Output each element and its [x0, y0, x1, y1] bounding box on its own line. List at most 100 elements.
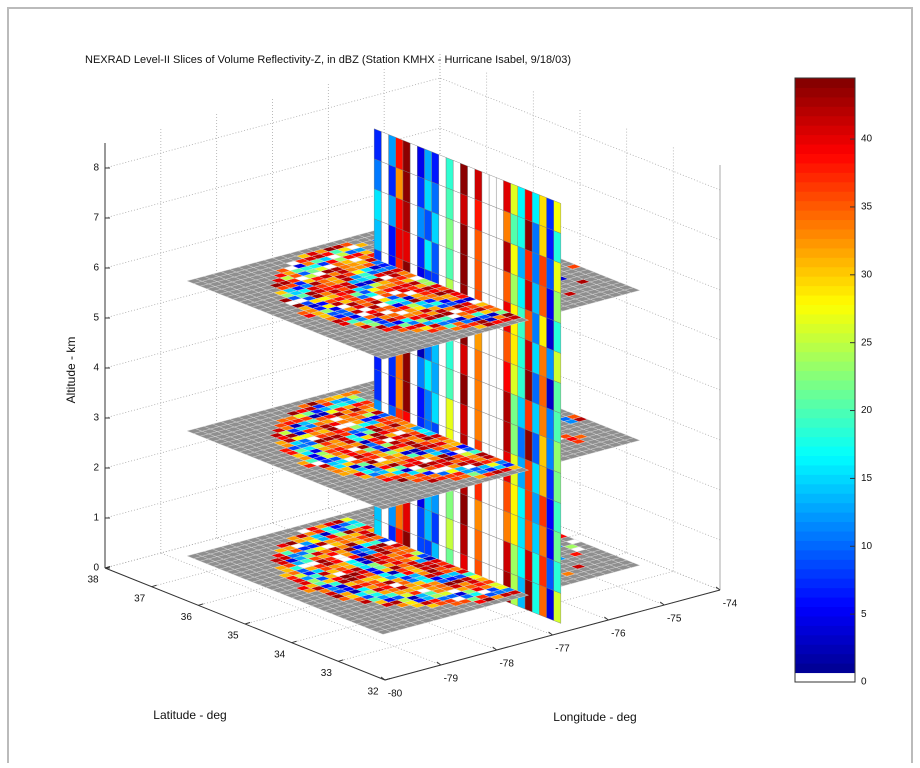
slice-cell: [374, 189, 381, 222]
slice-cell: [446, 157, 453, 190]
colorbar-swatch: [795, 588, 855, 598]
slice-cell: [489, 175, 496, 208]
colorbar-swatch: [795, 78, 855, 88]
slice-cell: [518, 546, 525, 579]
slice-cell: [417, 356, 424, 389]
slice-cell: [503, 540, 510, 573]
slice-cell: [546, 228, 553, 261]
slice-cell: [518, 246, 525, 279]
slice-cell: [532, 552, 539, 585]
slice-cell: [525, 189, 532, 222]
colorbar-swatch: [795, 323, 855, 333]
z-tick-label: 8: [93, 163, 99, 174]
slice-cell: [503, 270, 510, 303]
colorbar-swatch: [795, 210, 855, 220]
slice-cell: [525, 369, 532, 402]
slice-cell: [439, 365, 446, 398]
slice-cell: [496, 328, 503, 361]
x-tick-label: -74: [723, 599, 738, 610]
slice-cell: [489, 265, 496, 298]
colorbar-swatch: [795, 305, 855, 315]
z-tick-label: 3: [93, 413, 99, 424]
colorbar-swatch: [795, 559, 855, 569]
colorbar-swatch: [795, 437, 855, 447]
colorbar-swatch: [795, 597, 855, 607]
slice-cell: [460, 373, 467, 406]
slice-cell: [403, 170, 410, 203]
slice-cell: [381, 162, 388, 195]
slice-cell: [475, 379, 482, 412]
slice-cell: [381, 192, 388, 225]
slice-cell: [511, 483, 518, 516]
slice-cell: [539, 345, 546, 378]
colorbar-swatch: [795, 380, 855, 390]
slice-cell: [511, 393, 518, 426]
slice-cell: [468, 406, 475, 439]
slice-cell: [453, 520, 460, 553]
slice-cell: [489, 385, 496, 418]
colorbar-swatch: [795, 371, 855, 381]
colorbar-swatch: [795, 257, 855, 267]
slice-cell: [417, 206, 424, 239]
slice-cell: [554, 321, 561, 354]
slice-cell: [496, 418, 503, 451]
slice-cell: [417, 176, 424, 209]
colorbar-swatch: [795, 229, 855, 239]
slice-cell: [374, 369, 381, 402]
colorbar-swatch: [795, 607, 855, 617]
slice-cell: [525, 519, 532, 552]
slice-cell: [489, 355, 496, 388]
slice-cell: [417, 506, 424, 539]
z-tick-label: 0: [93, 563, 99, 574]
z-tick-label: 7: [93, 213, 99, 224]
slice-cell: [511, 513, 518, 546]
slice-cell: [446, 397, 453, 430]
slice-cell: [475, 259, 482, 292]
z-tick-label: 1: [93, 513, 99, 524]
colorbar-tick-label: 10: [861, 541, 873, 552]
slice-cell: [417, 146, 424, 179]
colorbar-tick-label: 25: [861, 337, 873, 348]
slice-cell: [503, 420, 510, 453]
slice-cell: [539, 315, 546, 348]
colorbar-swatch: [795, 286, 855, 296]
slice-cell: [424, 389, 431, 422]
slice-cell: [475, 349, 482, 382]
slice-cell: [518, 426, 525, 459]
y-tick: [292, 641, 297, 643]
slice-cell: [482, 172, 489, 205]
colorbar-swatch: [795, 135, 855, 145]
colorbar-tick-label: 5: [861, 609, 867, 620]
slice-cell: [546, 558, 553, 591]
slice-cell: [489, 535, 496, 568]
slice-cell: [468, 256, 475, 289]
slice-cell: [518, 186, 525, 219]
slice-cell: [432, 362, 439, 395]
slice-cell: [525, 399, 532, 432]
slice-cell: [482, 532, 489, 565]
colorbar-swatch: [795, 191, 855, 201]
slice-cell: [410, 203, 417, 236]
slice-cell: [546, 408, 553, 441]
colorbar-tick-label: 0: [861, 677, 867, 688]
x-tick-label: -78: [499, 659, 514, 670]
slice-cell: [503, 210, 510, 243]
slice-cell: [518, 336, 525, 369]
slice-cell: [525, 429, 532, 462]
slice-cell: [546, 288, 553, 321]
slice-cell: [496, 238, 503, 271]
slice-cell: [525, 219, 532, 252]
colorbar-swatch: [795, 352, 855, 362]
slice-cell: [453, 400, 460, 433]
colorbar-swatch: [795, 550, 855, 560]
slice-cell: [532, 372, 539, 405]
slice-cell: [410, 353, 417, 386]
y-tick-label: 35: [227, 631, 239, 642]
slice-cell: [546, 258, 553, 291]
colorbar-swatch: [795, 267, 855, 277]
slice-cell: [554, 231, 561, 264]
slice-cell: [389, 134, 396, 167]
colorbar-swatch: [795, 465, 855, 475]
colorbar-swatch: [795, 125, 855, 135]
slice-cell: [503, 480, 510, 513]
